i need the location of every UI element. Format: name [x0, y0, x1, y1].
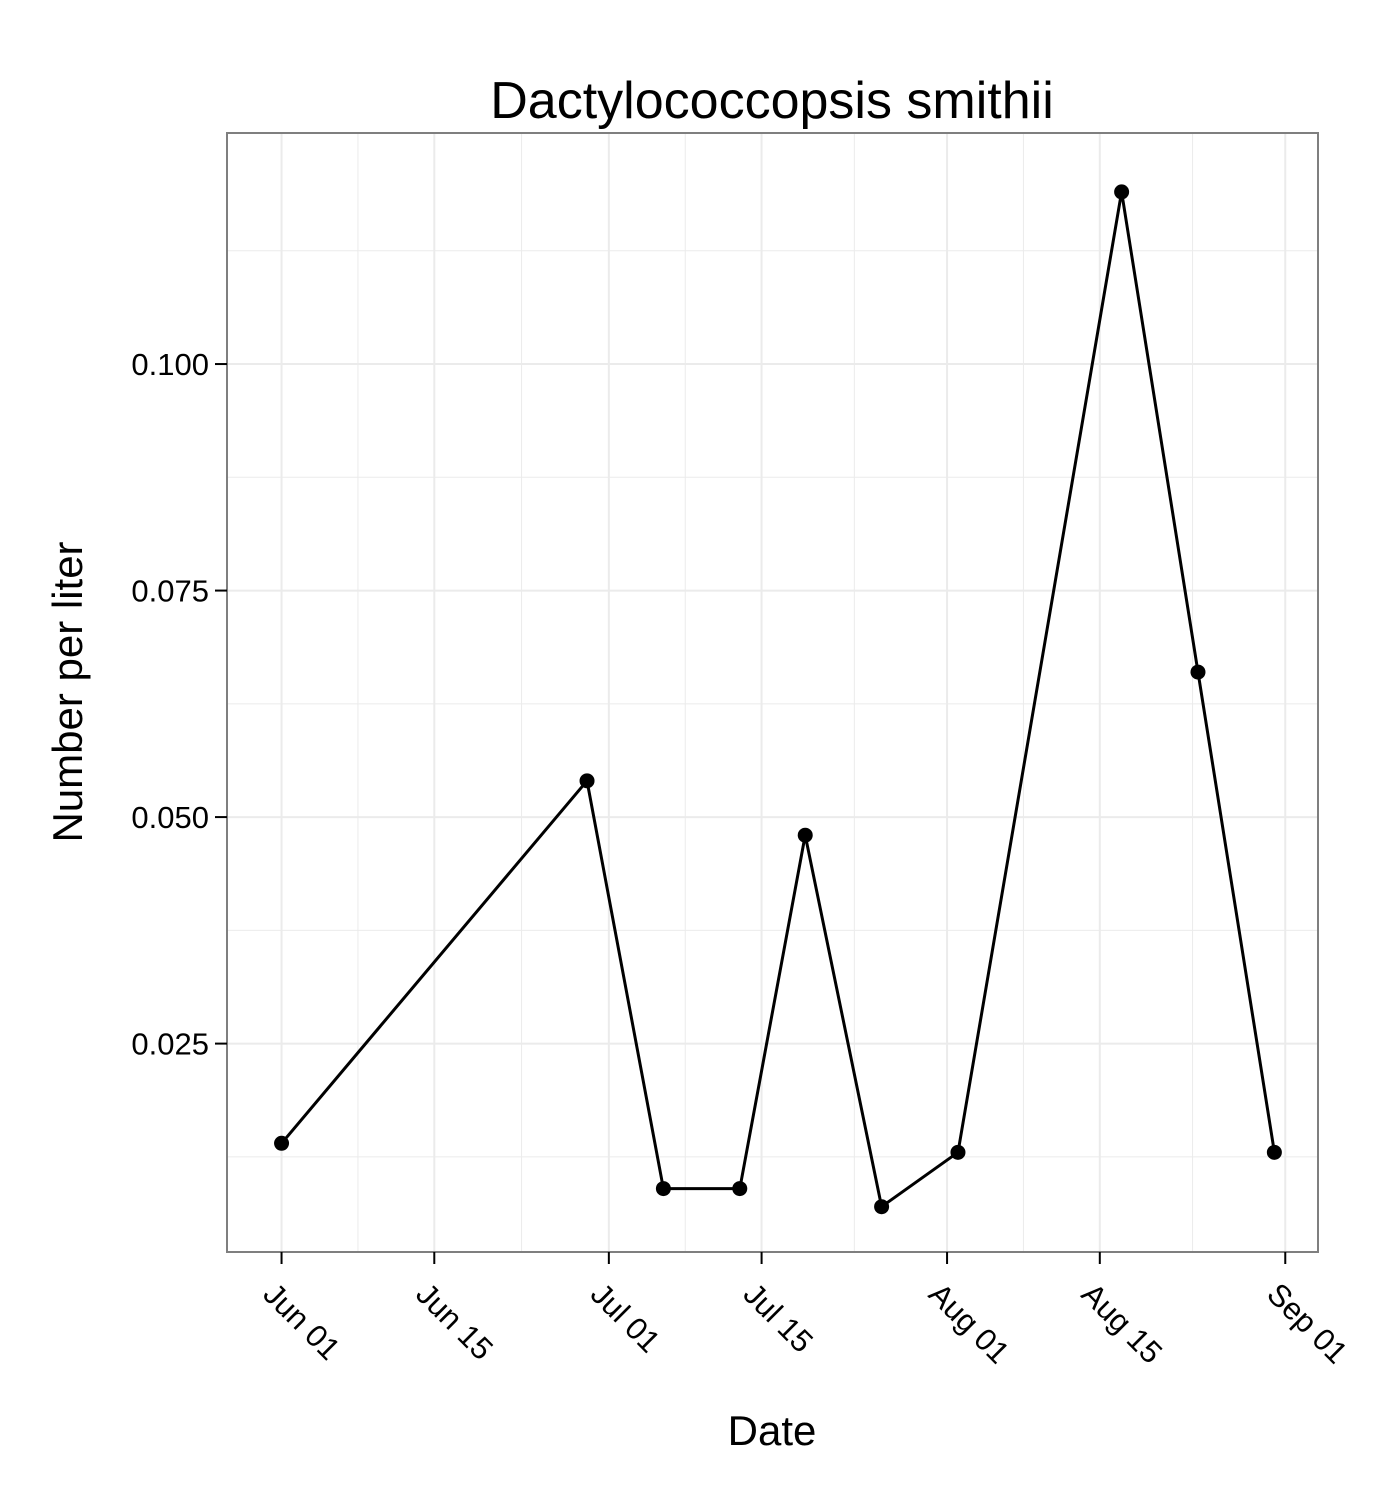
chart-title: Dactylococcopsis smithii — [490, 72, 1054, 130]
grid-lines — [227, 133, 1318, 1252]
data-series — [274, 184, 1282, 1215]
x-tick-label: Jun 01 — [257, 1276, 348, 1367]
x-tick-label: Jun 15 — [409, 1276, 500, 1367]
data-point — [1114, 184, 1130, 200]
data-point — [274, 1135, 290, 1151]
data-point — [874, 1199, 890, 1215]
data-point — [950, 1144, 966, 1160]
y-axis-title: Number per liter — [44, 541, 91, 842]
x-tick-label: Aug 01 — [922, 1276, 1016, 1370]
y-tick-label: 0.100 — [131, 347, 209, 382]
x-tick-label: Sep 01 — [1260, 1276, 1354, 1370]
data-point — [655, 1181, 671, 1197]
data-point — [732, 1181, 748, 1197]
data-point — [579, 773, 595, 789]
x-tick-label: Aug 15 — [1075, 1276, 1169, 1370]
data-point — [797, 827, 813, 843]
data-point — [1266, 1144, 1282, 1160]
y-tick-label: 0.025 — [131, 1027, 209, 1062]
plot-panel — [226, 132, 1319, 1253]
y-tick-label: 0.075 — [131, 574, 209, 609]
series-line — [280, 190, 1276, 1209]
x-axis-title: Date — [728, 1407, 817, 1454]
x-tick-label: Jul 15 — [737, 1276, 820, 1359]
y-tick-label: 0.050 — [131, 800, 209, 835]
x-tick-label: Jul 01 — [584, 1276, 667, 1359]
data-point — [1190, 664, 1206, 680]
